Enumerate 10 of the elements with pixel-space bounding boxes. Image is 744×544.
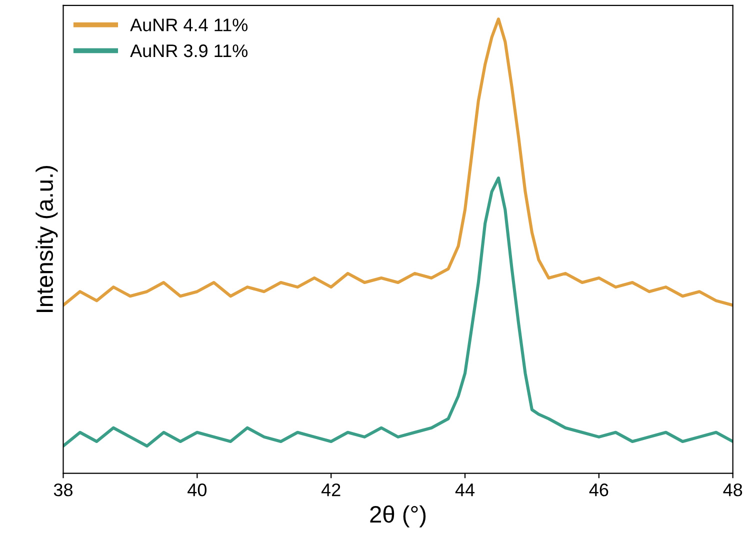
x-axis-title: 2θ (°): [370, 505, 426, 528]
legend-label: AuNR 4.4 11%: [130, 18, 248, 32]
x-tick-label: 38: [54, 483, 72, 496]
y-axis-title: Intensity (a.u.): [36, 166, 58, 312]
legend-label: AuNR 3.9 11%: [130, 44, 248, 58]
x-tick-label: 40: [188, 483, 206, 496]
x-tick-label: 44: [455, 484, 475, 496]
x-tick-label: 48: [723, 483, 742, 496]
x-tick-label: 46: [589, 483, 608, 496]
x-tick-label: 42: [321, 483, 340, 496]
